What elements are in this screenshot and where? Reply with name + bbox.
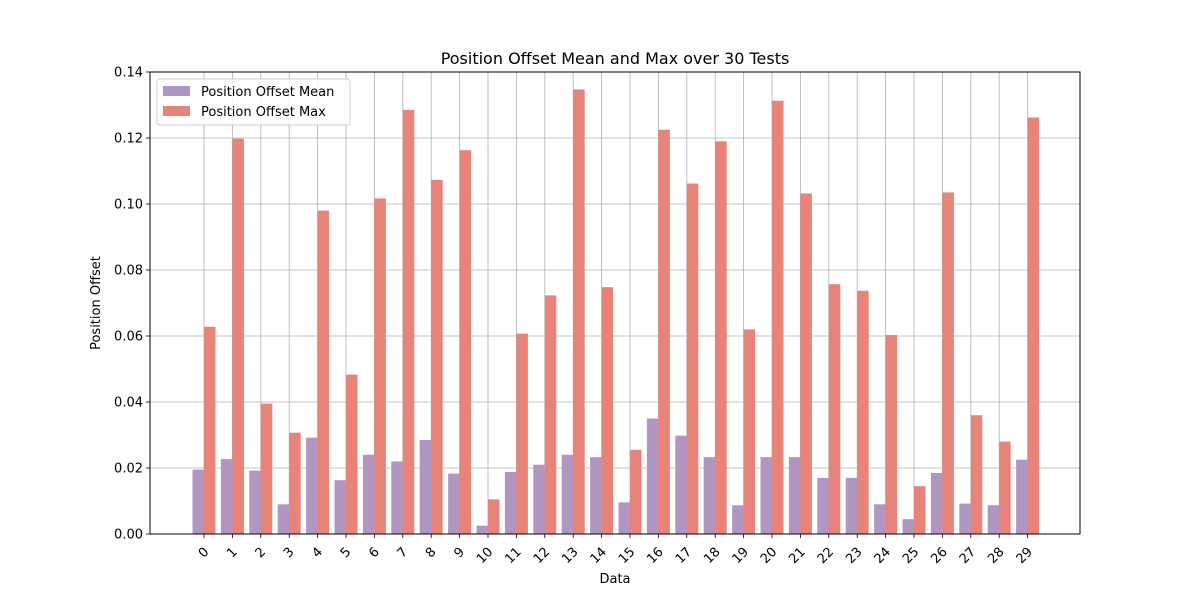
bar-max	[800, 193, 812, 534]
bar-mean	[533, 464, 545, 534]
bar-max	[260, 403, 273, 534]
bars	[192, 89, 1040, 535]
bar-mean	[590, 457, 602, 534]
legend-label: Position Offset Mean	[201, 85, 334, 100]
bar-mean	[448, 473, 460, 534]
y-tick-label: 0.04	[114, 396, 143, 411]
bar-mean	[192, 469, 204, 534]
bar-max	[232, 138, 244, 534]
bar-max	[374, 198, 386, 534]
y-tick-label: 0.00	[114, 528, 143, 543]
bar-max	[942, 192, 954, 534]
bar-mean	[249, 470, 261, 534]
bar-max	[885, 335, 898, 534]
bar-max	[630, 449, 642, 534]
bar-max	[857, 290, 869, 534]
x-axis-label: Data	[599, 572, 630, 587]
bar-mean	[1016, 459, 1028, 534]
bar-max	[402, 109, 415, 534]
bar-mean	[675, 435, 687, 534]
bar-mean	[874, 504, 886, 534]
bar-max	[999, 441, 1011, 534]
bar-max	[686, 183, 699, 535]
bar-max	[289, 432, 301, 534]
bar-mean	[817, 477, 829, 534]
legend: Position Offset Mean Position Offset Max	[156, 78, 351, 126]
bar-mean	[959, 503, 971, 534]
bar-mean	[618, 502, 630, 534]
bar-mean	[419, 439, 432, 534]
legend-box	[156, 78, 351, 126]
bar-mean	[930, 472, 943, 534]
legend-swatch	[163, 106, 190, 116]
bar-mean	[476, 525, 488, 534]
bar-max	[1027, 117, 1040, 534]
bar-mean	[561, 454, 574, 534]
bar-max	[601, 287, 614, 534]
bar-mean	[391, 461, 403, 534]
legend-label: Position Offset Max	[201, 105, 326, 120]
y-tick-label: 0.14	[114, 66, 143, 81]
y-tick-label: 0.12	[114, 132, 143, 147]
bar-mean	[902, 519, 914, 534]
bar-max	[431, 179, 443, 534]
bar-max	[544, 295, 557, 534]
bar-max	[204, 326, 216, 534]
bar-mean	[306, 437, 318, 534]
chart-title: Position Offset Mean and Max over 30 Tes…	[441, 49, 790, 68]
legend-swatch	[163, 86, 190, 96]
bar-mean	[788, 457, 801, 534]
plot-frame	[149, 71, 1081, 535]
bar-mean	[220, 459, 233, 534]
bar-mean	[646, 418, 659, 534]
bar-max	[658, 129, 670, 534]
bar-max	[772, 100, 784, 535]
y-tick-label: 0.10	[114, 198, 143, 213]
bar-max	[488, 499, 500, 534]
bar-mean	[987, 505, 1000, 534]
y-tick-label: 0.06	[114, 330, 143, 345]
bar-mean	[845, 477, 858, 534]
bar-mean	[760, 457, 772, 534]
bar-max	[317, 210, 330, 534]
bar-mean	[362, 454, 375, 534]
bar-max	[459, 150, 472, 534]
bar-max	[743, 329, 756, 534]
bar-max	[516, 333, 528, 534]
y-axis-label: Position Offset	[89, 256, 104, 350]
bar-max	[346, 374, 358, 534]
bar-max	[828, 284, 841, 534]
bar-max	[914, 486, 926, 534]
bar-mean	[504, 471, 517, 534]
bar-mean	[277, 504, 290, 534]
bar-mean	[703, 457, 716, 534]
y-tick-label: 0.02	[114, 462, 143, 477]
y-tick-label: 0.08	[114, 264, 143, 279]
bar-mean	[334, 480, 346, 534]
bar-max	[715, 141, 727, 535]
bar-max	[970, 415, 983, 534]
bar-max	[573, 89, 585, 535]
bar-mean	[732, 505, 744, 534]
